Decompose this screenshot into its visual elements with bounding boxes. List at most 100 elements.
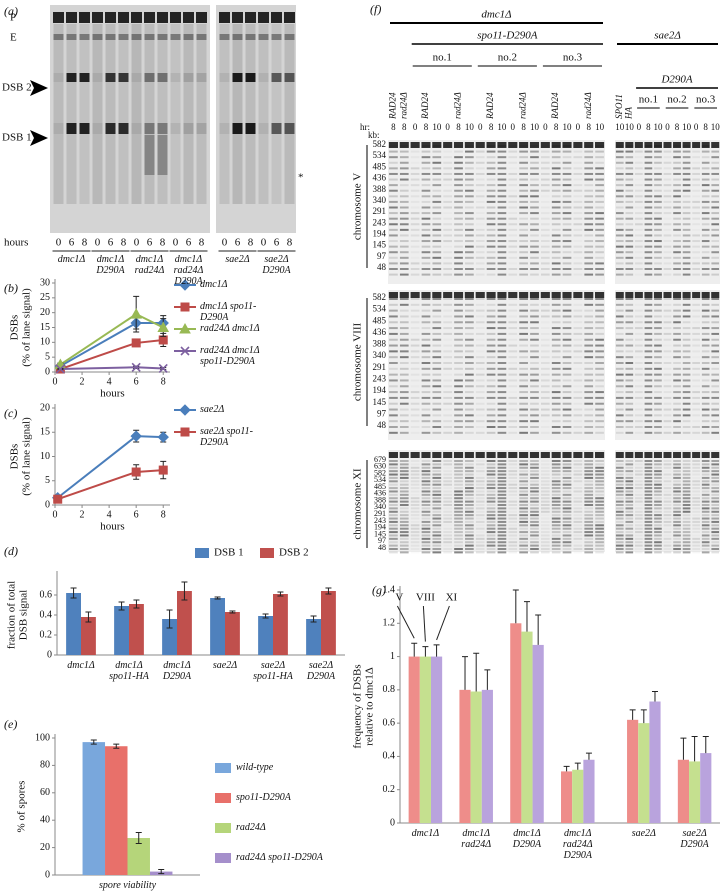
gel-band bbox=[497, 262, 507, 265]
gel-band bbox=[551, 178, 561, 181]
gel-band bbox=[635, 156, 643, 158]
gel-band bbox=[673, 367, 681, 370]
gel-band bbox=[486, 189, 496, 192]
gel-band bbox=[421, 212, 431, 215]
gel-band bbox=[692, 167, 700, 170]
gel-band bbox=[443, 151, 452, 153]
gel-band bbox=[508, 156, 518, 159]
gel-band bbox=[540, 531, 550, 534]
gel-band bbox=[573, 470, 583, 473]
gel-band bbox=[664, 218, 672, 220]
gel-band bbox=[508, 195, 518, 198]
gel-band bbox=[584, 527, 594, 530]
gel-band bbox=[615, 396, 624, 399]
lane-hours: 8 bbox=[391, 122, 396, 132]
kb-tick: 340 bbox=[373, 195, 387, 205]
gel-band bbox=[682, 240, 691, 243]
gel-band bbox=[475, 298, 485, 300]
gel-band bbox=[635, 551, 643, 554]
gel-band bbox=[508, 251, 518, 254]
gel-band bbox=[701, 338, 710, 341]
gel-band bbox=[476, 350, 485, 352]
gel-band bbox=[663, 212, 672, 215]
gel-band bbox=[682, 212, 691, 215]
gel-band bbox=[682, 327, 691, 330]
bar bbox=[225, 612, 240, 655]
gel-band bbox=[508, 327, 518, 330]
gel-band bbox=[711, 544, 720, 547]
category-label: dmc1Δ D290A bbox=[512, 828, 542, 850]
y-tick-label: 0.8 bbox=[383, 684, 396, 695]
gel-band bbox=[625, 256, 634, 259]
lane-hours: 10 bbox=[595, 122, 605, 132]
gel-band bbox=[615, 520, 624, 523]
gel-band bbox=[711, 344, 720, 347]
gel-well bbox=[615, 292, 624, 298]
gel-band bbox=[399, 212, 409, 215]
gel-band bbox=[574, 551, 583, 553]
gel-band bbox=[562, 507, 572, 510]
lane-hours: 8 bbox=[456, 122, 461, 132]
lane-hours: 8 bbox=[199, 237, 205, 249]
legend-label: wild-type bbox=[236, 762, 274, 773]
gel-band bbox=[486, 379, 496, 382]
gel-band bbox=[701, 497, 710, 500]
gel-band bbox=[219, 123, 230, 134]
hr-label: hr: bbox=[360, 122, 370, 132]
gel-band bbox=[654, 414, 662, 417]
gel-band bbox=[519, 463, 528, 466]
gel-band bbox=[508, 524, 517, 526]
gel-band bbox=[551, 420, 561, 423]
gel-band bbox=[644, 195, 653, 198]
gel-band bbox=[530, 303, 539, 306]
gel-band bbox=[432, 402, 442, 405]
gel-band bbox=[584, 379, 594, 382]
gel-band bbox=[673, 145, 681, 147]
gel-band bbox=[443, 356, 453, 359]
gel-band bbox=[497, 234, 507, 237]
gel-band bbox=[486, 251, 496, 254]
gel-band bbox=[519, 548, 528, 550]
gel-band bbox=[711, 420, 720, 423]
gel-band bbox=[530, 548, 539, 550]
gel-band bbox=[644, 527, 653, 530]
strain-label: dmc1Δ rad24Δ bbox=[134, 254, 165, 276]
gel-band bbox=[399, 426, 409, 428]
gel-band bbox=[701, 373, 710, 376]
gel-band bbox=[475, 391, 485, 394]
gel-band bbox=[711, 315, 720, 318]
gel-band bbox=[432, 414, 442, 417]
gel-well bbox=[475, 142, 485, 148]
gel-band bbox=[625, 480, 634, 483]
gel-band bbox=[519, 234, 528, 237]
gel-band bbox=[682, 161, 691, 164]
gel-band bbox=[701, 223, 710, 226]
gel-band bbox=[711, 497, 720, 500]
gel-band bbox=[475, 303, 485, 306]
gel-band bbox=[562, 338, 572, 341]
gel-band bbox=[701, 262, 710, 265]
gel-band bbox=[562, 520, 572, 523]
marker-label: P bbox=[10, 12, 16, 24]
gel-well bbox=[421, 142, 431, 148]
gel-band bbox=[711, 178, 720, 181]
gel-band bbox=[701, 350, 710, 353]
gel-band bbox=[644, 268, 653, 270]
gel-band bbox=[530, 426, 539, 428]
gel-band bbox=[530, 460, 539, 462]
gel-band bbox=[183, 12, 194, 23]
gel-band bbox=[663, 408, 672, 411]
gel-band bbox=[497, 184, 507, 187]
gel-band bbox=[258, 73, 269, 82]
gel-band bbox=[711, 470, 720, 473]
gel-band bbox=[644, 490, 653, 493]
gel-band bbox=[519, 466, 528, 469]
gel-band bbox=[475, 476, 485, 479]
gel-band bbox=[663, 332, 672, 335]
gel-band bbox=[508, 234, 518, 237]
gel-band bbox=[530, 541, 539, 544]
gel-band bbox=[625, 315, 634, 318]
y-axis-label: DSB signal bbox=[18, 590, 30, 640]
gel-band bbox=[465, 544, 474, 547]
gel-band bbox=[530, 212, 539, 215]
